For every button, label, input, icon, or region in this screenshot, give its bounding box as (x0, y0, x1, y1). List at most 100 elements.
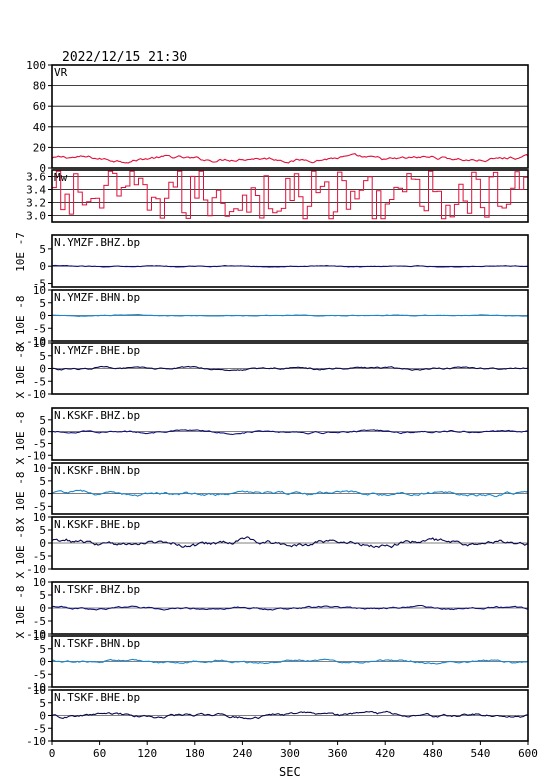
y-tick-label: -5 (33, 322, 46, 335)
y-tick-label: 10 (33, 462, 46, 475)
y-tick-label: 5 (39, 475, 46, 488)
y-tick-label: 5 (39, 697, 46, 710)
y-tick-label: -5 (33, 722, 46, 735)
trace-tskf-bhz (51, 604, 529, 611)
x-tick-label: 540 (470, 747, 490, 760)
trace-ymzf-bhz (51, 264, 529, 268)
unit-label: X 10E -8 (14, 472, 27, 525)
unit-label: 10E -7 (14, 232, 27, 272)
panel-frame (51, 462, 529, 515)
panel-vr: 0 20 40 60 80 100 VR (26, 59, 529, 175)
y-tick-label: 3.6 (26, 171, 46, 184)
y-tick-label: -10 (26, 735, 46, 748)
trace-tskf-bhn (51, 658, 529, 665)
y-tick-label: 3.0 (26, 210, 46, 223)
y-tick-label: 0 (39, 260, 46, 273)
y-tick-label: 0 (39, 656, 46, 669)
y-tick-label: 80 (33, 80, 46, 93)
x-tick-label: 60 (93, 747, 106, 760)
y-tick-label: 3.4 (26, 184, 46, 197)
y-tick-label: 5 (39, 243, 46, 256)
y-tick-label: 3.2 (26, 197, 46, 210)
panel-frame (51, 407, 529, 461)
y-tick-label: 5 (39, 643, 46, 656)
y-tick-label: 0 (39, 426, 46, 439)
y-tick-label: 0 (39, 162, 46, 175)
trace-kskf-bhn (51, 489, 529, 498)
panel-frame (51, 169, 529, 223)
x-tick-label: 180 (185, 747, 205, 760)
y-tick-label: 10 (33, 511, 46, 524)
y-tick-label: -5 (33, 615, 46, 628)
panel-frame (51, 64, 529, 169)
panel-title: N.KSKF.BHE.bp (54, 518, 140, 531)
y-tick-label: 5 (39, 524, 46, 537)
y-tick-label: 5 (39, 350, 46, 363)
y-tick-label: 100 (26, 59, 46, 72)
y-tick-label: 10 (33, 576, 46, 589)
y-tick-label: 10 (33, 337, 46, 350)
unit-label: X 10E -8 (14, 296, 27, 349)
x-tick-label: 360 (328, 747, 348, 760)
y-tick-label: 10 (33, 284, 46, 297)
y-tick-label: -5 (33, 437, 46, 450)
panel-title: N.TSKF.BHZ.bp (54, 583, 140, 596)
trace-ymzf-bhn (51, 314, 529, 317)
trace-mw (52, 170, 529, 220)
y-tick-label: -5 (33, 500, 46, 513)
x-axis-label: SEC (279, 765, 301, 779)
y-tick-label: 60 (33, 100, 46, 113)
y-tick-label: -10 (26, 449, 46, 462)
y-tick-label: -10 (26, 628, 46, 641)
panel-title: Mw (54, 171, 68, 184)
trace-vr (51, 153, 529, 164)
x-tick-label: 120 (137, 747, 157, 760)
panel-kskf-bhz: -10-505 N.KSKF.BHZ.bp (26, 407, 529, 462)
y-tick-label: 20 (33, 141, 46, 154)
unit-label: X 10E -8 (14, 346, 27, 399)
y-tick-label: 0 (39, 488, 46, 501)
y-tick-label: -10 (26, 335, 46, 348)
y-tick-label: 5 (39, 589, 46, 602)
x-tick-label: 420 (375, 747, 395, 760)
y-tick-label: -10 (26, 563, 46, 576)
panel-title: N.YMZF.BHN.bp (54, 291, 140, 304)
y-tick-label: 5 (39, 297, 46, 310)
panel-title: N.KSKF.BHZ.bp (54, 409, 140, 422)
x-tick-label: 600 (518, 747, 538, 760)
y-tick-label: -5 (33, 668, 46, 681)
unit-label: X 10E -8 (14, 586, 27, 639)
trace-kskf-bhe (51, 536, 529, 549)
x-tick-label: 300 (280, 747, 300, 760)
y-tick-label: -10 (26, 681, 46, 694)
panel-title: N.TSKF.BHN.bp (54, 637, 140, 650)
panel-title: N.KSKF.BHN.bp (54, 464, 140, 477)
y-tick-label: 0 (39, 537, 46, 550)
trace-ymzf-bhe (51, 365, 529, 372)
y-tick-label: -5 (33, 375, 46, 388)
trace-kskf-bhz (51, 429, 529, 436)
panel-frame (51, 234, 529, 288)
panel-ymzf-bhz: -5 0 5 N.YMZF.BHZ.bp (33, 234, 529, 291)
y-tick-label: -5 (33, 278, 46, 291)
panel-title: N.YMZF.BHE.bp (54, 344, 140, 357)
panel-mw: 3.03.23.43.6 Mw (26, 169, 529, 223)
y-tick-label: 10 (33, 684, 46, 697)
unit-label: X 10E -8 (14, 412, 27, 465)
y-tick-label: 0 (39, 710, 46, 723)
y-tick-label: 40 (33, 121, 46, 134)
x-tick-label: 240 (232, 747, 252, 760)
unit-label: X 10E -8 (14, 526, 27, 579)
y-tick-label: 0 (39, 310, 46, 323)
y-tick-label: -5 (33, 550, 46, 563)
panel-title: N.TSKF.BHE.bp (54, 691, 140, 704)
panel-title: N.YMZF.BHZ.bp (54, 236, 140, 249)
